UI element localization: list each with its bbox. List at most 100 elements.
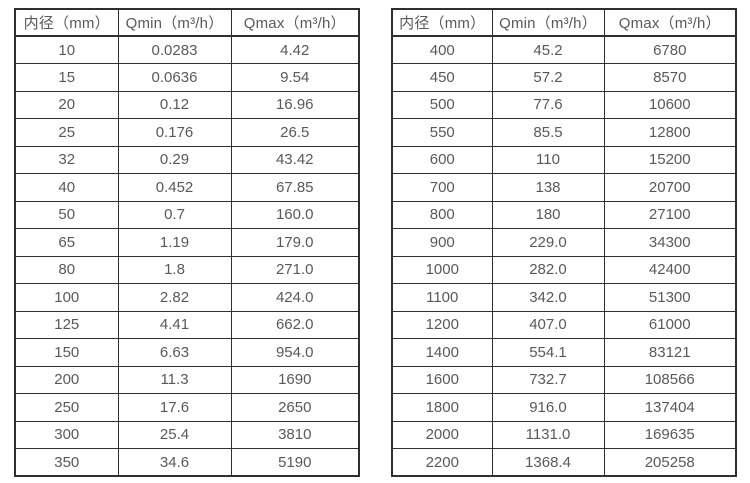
table-cell: 15200	[603, 145, 737, 174]
table-cell: 2650	[230, 393, 360, 422]
table-cell: 26.5	[230, 118, 360, 147]
table-row: 100 2.82 424.0	[14, 283, 360, 312]
table-cell: 61000	[603, 310, 737, 339]
table-cell: 20	[14, 90, 119, 119]
table-cell: 110	[491, 145, 605, 174]
table-cell: 85.5	[491, 118, 605, 147]
table-cell: 1400	[391, 338, 493, 367]
header-qmin: Qmin（m³/h）	[491, 8, 605, 37]
table-cell: 9.54	[230, 63, 360, 92]
table-cell: 42400	[603, 255, 737, 284]
table-cell: 500	[391, 90, 493, 119]
table-cell: 16.96	[230, 90, 360, 119]
table-cell: 400	[391, 35, 493, 64]
header-inner-diameter: 内径（mm）	[14, 8, 119, 37]
table-cell: 80	[14, 255, 119, 284]
table-header-row: 内径（mm） Qmin（m³/h） Qmax（m³/h）	[14, 8, 360, 37]
table-cell: 1690	[230, 365, 360, 394]
table-row: 300 25.4 3810	[14, 420, 360, 449]
table-row: 25 0.176 26.5	[14, 118, 360, 147]
table-cell: 32	[14, 145, 119, 174]
table-cell: 100	[14, 283, 119, 312]
table-cell: 700	[391, 173, 493, 202]
table-cell: 900	[391, 228, 493, 257]
table-row: 1100 342.0 51300	[391, 283, 737, 312]
table-cell: 6780	[603, 35, 737, 64]
table-cell: 732.7	[491, 365, 605, 394]
table-row: 150 6.63 954.0	[14, 338, 360, 367]
table-cell: 1131.0	[491, 420, 605, 449]
table-cell: 169635	[603, 420, 737, 449]
table-cell: 2200	[391, 448, 493, 477]
table-cell: 407.0	[491, 310, 605, 339]
table-cell: 300	[14, 420, 119, 449]
table-row: 1200 407.0 61000	[391, 310, 737, 339]
table-cell: 1200	[391, 310, 493, 339]
table-row: 550 85.5 12800	[391, 118, 737, 147]
table-row: 15 0.0636 9.54	[14, 63, 360, 92]
header-qmax: Qmax（m³/h）	[230, 8, 360, 37]
flow-table-large-diameter: 内径（mm） Qmin（m³/h） Qmax（m³/h） 400 45.2 6780…	[391, 8, 737, 477]
table-row: 50 0.7 160.0	[14, 200, 360, 229]
table-cell: 10600	[603, 90, 737, 119]
table-cell: 954.0	[230, 338, 360, 367]
table-row: 400 45.2 6780	[391, 35, 737, 64]
table-cell: 1368.4	[491, 448, 605, 477]
table-cell: 0.12	[117, 90, 232, 119]
table-cell: 0.176	[117, 118, 232, 147]
table-cell: 25.4	[117, 420, 232, 449]
table-row: 20 0.12 16.96	[14, 90, 360, 119]
table-cell: 1100	[391, 283, 493, 312]
table-cell: 0.0636	[117, 63, 232, 92]
header-inner-diameter: 内径（mm）	[391, 8, 493, 37]
table-cell: 2000	[391, 420, 493, 449]
header-qmin: Qmin（m³/h）	[117, 8, 232, 37]
table-cell: 1600	[391, 365, 493, 394]
table-cell: 1.8	[117, 255, 232, 284]
table-cell: 125	[14, 310, 119, 339]
table-cell: 27100	[603, 200, 737, 229]
table-header-row: 内径（mm） Qmin（m³/h） Qmax（m³/h）	[391, 8, 737, 37]
table-cell: 550	[391, 118, 493, 147]
table-row: 1600 732.7 108566	[391, 365, 737, 394]
table-cell: 4.41	[117, 310, 232, 339]
table-row: 65 1.19 179.0	[14, 228, 360, 257]
table-row: 1000 282.0 42400	[391, 255, 737, 284]
table-cell: 65	[14, 228, 119, 257]
table-cell: 1000	[391, 255, 493, 284]
table-row: 1400 554.1 83121	[391, 338, 737, 367]
table-cell: 20700	[603, 173, 737, 202]
table-cell: 342.0	[491, 283, 605, 312]
table-cell: 250	[14, 393, 119, 422]
table-cell: 34300	[603, 228, 737, 257]
flow-table-small-diameter: 内径（mm） Qmin（m³/h） Qmax（m³/h） 10 0.0283 4.4…	[14, 8, 360, 477]
table-cell: 34.6	[117, 448, 232, 477]
table-cell: 77.6	[491, 90, 605, 119]
table-row: 450 57.2 8570	[391, 63, 737, 92]
table-cell: 800	[391, 200, 493, 229]
table-row: 80 1.8 271.0	[14, 255, 360, 284]
table-cell: 662.0	[230, 310, 360, 339]
table-cell: 17.6	[117, 393, 232, 422]
table-row: 900 229.0 34300	[391, 228, 737, 257]
table-cell: 424.0	[230, 283, 360, 312]
table-cell: 160.0	[230, 200, 360, 229]
table-body: 10 0.0283 4.42 15 0.0636 9.54 20 0.12 16.96 25 0.1…	[14, 35, 360, 477]
table-row: 350 34.6 5190	[14, 448, 360, 477]
table-cell: 57.2	[491, 63, 605, 92]
table-row: 125 4.41 662.0	[14, 310, 360, 339]
table-cell: 271.0	[230, 255, 360, 284]
table-cell: 11.3	[117, 365, 232, 394]
table-row: 40 0.452 67.85	[14, 173, 360, 202]
table-cell: 51300	[603, 283, 737, 312]
table-cell: 10	[14, 35, 119, 64]
table-row: 800 180 27100	[391, 200, 737, 229]
table-cell: 8570	[603, 63, 737, 92]
table-cell: 350	[14, 448, 119, 477]
table-row: 200 11.3 1690	[14, 365, 360, 394]
table-cell: 138	[491, 173, 605, 202]
table-body: 400 45.2 6780 450 57.2 8570 500 77.6 10600 550 85.…	[391, 35, 737, 477]
table-cell: 4.42	[230, 35, 360, 64]
table-cell: 67.85	[230, 173, 360, 202]
table-cell: 108566	[603, 365, 737, 394]
